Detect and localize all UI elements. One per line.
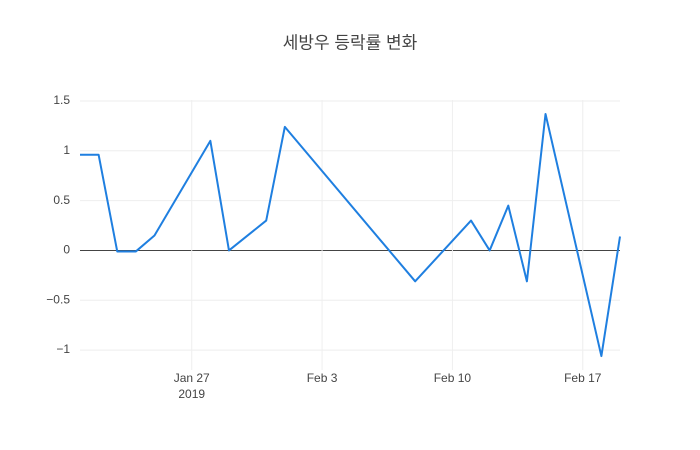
y-tick-label: −1: [56, 342, 70, 356]
y-tick-label: 1: [63, 143, 70, 157]
chart-title: 세방우 등락률 변화: [283, 33, 418, 52]
x-year-label: 2019: [178, 387, 205, 401]
y-tick-label: −0.5: [46, 292, 70, 306]
x-tick-label: Jan 27: [174, 371, 210, 385]
y-tick-label: 0.5: [53, 193, 70, 207]
y-tick-label: 1.5: [53, 93, 70, 107]
line: [80, 112, 621, 358]
x-tick-label: Feb 17: [564, 371, 602, 385]
y-tick-label: 0: [63, 243, 70, 257]
x-tick-label: Feb 3: [307, 371, 338, 385]
x-tick-label: Feb 10: [434, 371, 472, 385]
